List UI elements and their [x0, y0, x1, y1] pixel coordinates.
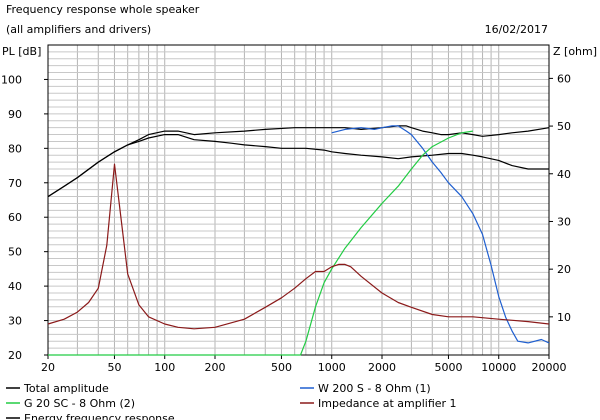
legend-label-impedance-at-amplifier-1: Impedance at amplifier 1	[318, 397, 457, 410]
y-right-tick-label: 20	[557, 263, 571, 276]
y-left-tick-label: 70	[8, 177, 22, 190]
y-left-tick-label: 40	[8, 280, 22, 293]
series-line-g-20-sc-8-ohm-2	[48, 130, 473, 356]
chart-date: 16/02/2017	[485, 23, 548, 36]
legend-label-energy-frequency-response: Energy frequency response	[24, 412, 175, 420]
y-right-tick-label: 50	[557, 120, 571, 133]
x-tick-label: 10000	[481, 361, 516, 374]
x-tick-label: 5000	[434, 361, 462, 374]
x-tick-label: 50	[107, 361, 121, 374]
x-tick-label: 20000	[532, 361, 567, 374]
y-left-tick-label: 90	[8, 108, 22, 121]
series-line-energy-frequency-response	[47, 134, 549, 198]
series-group	[47, 125, 550, 356]
x-tick-label: 200	[205, 361, 226, 374]
chart-title-line2: (all amplifiers and drivers)	[6, 23, 151, 36]
axis-ticks: 20 50 100 200 500 1000 2000 5000 10000 20000 20 30 4…	[1, 72, 571, 374]
plot-frame	[47, 44, 550, 356]
y-right-tick-label: 60	[557, 72, 571, 85]
y-left-tick-label: 50	[8, 246, 22, 259]
legend: Total amplitude W 200 S - 8 Ohm (1) G 20 S…	[6, 382, 457, 420]
x-tick-label: 1000	[318, 361, 346, 374]
x-tick-label: 100	[154, 361, 175, 374]
y-left-axis-label: PL [dB]	[2, 45, 41, 58]
chart-title-line1: Frequency response whole speaker	[6, 3, 200, 16]
chart-grid	[48, 45, 549, 355]
series-line-total-amplitude	[47, 125, 550, 198]
legend-label-w-200-s-8-ohm-1: W 200 S - 8 Ohm (1)	[318, 382, 431, 395]
y-left-tick-label: 20	[8, 349, 22, 362]
x-tick-label: 20	[41, 361, 55, 374]
y-right-tick-label: 10	[557, 311, 571, 324]
legend-label-g-20-sc-8-ohm-2: G 20 SC - 8 Ohm (2)	[24, 397, 135, 410]
series-line-w-200-s-8-ohm-1	[331, 125, 550, 344]
series-line-impedance-at-amplifier-1	[47, 163, 550, 330]
y-right-axis-label: Z [ohm]	[553, 45, 597, 58]
y-left-tick-label: 30	[8, 315, 22, 328]
y-left-tick-label: 100	[1, 73, 22, 86]
y-right-tick-label: 40	[557, 168, 571, 181]
legend-label-total-amplitude: Total amplitude	[23, 382, 109, 395]
y-left-tick-label: 60	[8, 211, 22, 224]
x-tick-label: 2000	[368, 361, 396, 374]
y-right-tick-label: 30	[557, 215, 571, 228]
y-left-tick-label: 80	[8, 142, 22, 155]
x-tick-label: 500	[271, 361, 292, 374]
